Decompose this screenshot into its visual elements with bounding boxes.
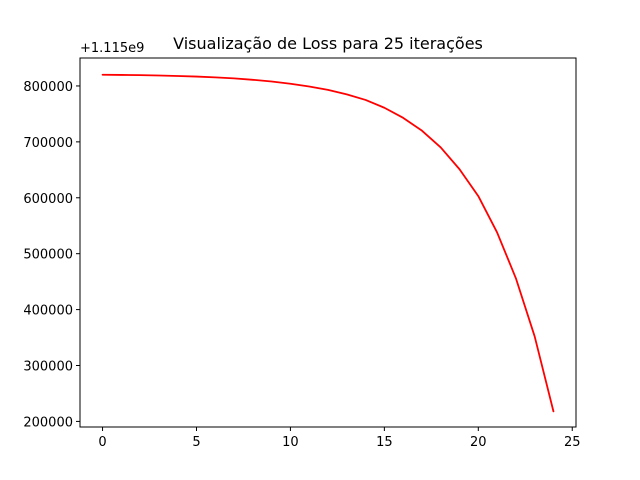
y-tick-label: 400000 xyxy=(23,304,73,319)
x-tick-label: 25 xyxy=(564,435,581,450)
series-layer xyxy=(101,73,555,413)
x-axis: 0 5 10 15 20 25 xyxy=(98,427,581,450)
y-tick-label: 600000 xyxy=(23,192,73,207)
x-tick-label: 5 xyxy=(192,435,200,450)
loss-series-line xyxy=(101,73,555,413)
y-tick-label: 200000 xyxy=(23,415,73,430)
x-tick-label: 15 xyxy=(376,435,393,450)
x-tick-label: 0 xyxy=(98,435,106,450)
x-tick-label: 10 xyxy=(282,435,299,450)
y-tick-label: 300000 xyxy=(23,360,73,375)
y-tick-label: 800000 xyxy=(23,80,73,95)
plot-area-frame xyxy=(79,57,577,428)
y-tick-label: 700000 xyxy=(23,136,73,151)
y-tick-label: 500000 xyxy=(23,248,73,263)
chart-title: Visualização de Loss para 25 iterações xyxy=(173,34,483,53)
y-axis: 200000 300000 400000 500000 600000 700000 8000… xyxy=(23,80,80,430)
y-axis-offset-label: +1.115e9 xyxy=(80,41,144,56)
x-tick-label: 20 xyxy=(470,435,487,450)
